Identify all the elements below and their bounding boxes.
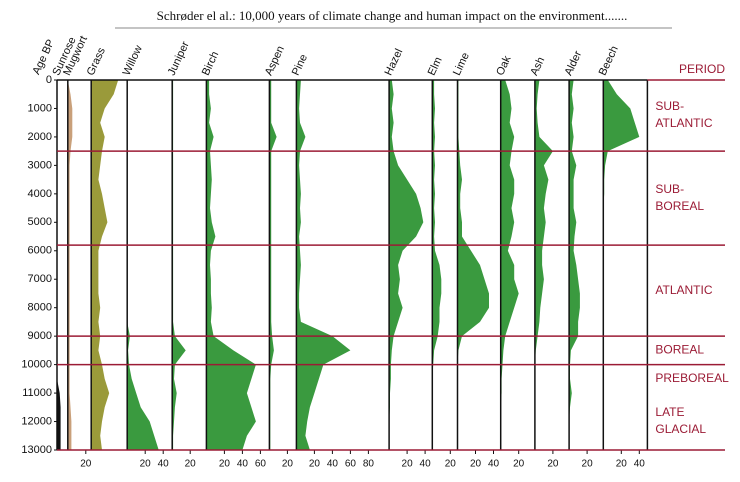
pollen-area bbox=[500, 80, 519, 450]
period-label: GLACIAL bbox=[655, 422, 706, 436]
y-tick-label: 12000 bbox=[21, 415, 52, 427]
y-tick-label: 2000 bbox=[28, 131, 52, 143]
x-tick-label: 20 bbox=[547, 459, 559, 470]
x-tick-label: 20 bbox=[445, 459, 457, 470]
series-name: Birch bbox=[200, 50, 221, 78]
y-tick-label: 3000 bbox=[28, 159, 52, 171]
x-tick-label: 20 bbox=[309, 459, 321, 470]
series-name: Elm bbox=[426, 55, 445, 77]
x-tick-label: 40 bbox=[158, 459, 170, 470]
x-tick-label: 20 bbox=[513, 459, 525, 470]
series-name: Alder bbox=[563, 49, 585, 78]
x-tick-label: 20 bbox=[282, 459, 294, 470]
y-tick-label: 10000 bbox=[21, 359, 52, 371]
pollen-area bbox=[432, 80, 442, 450]
series-name: Willow bbox=[121, 44, 145, 78]
y-tick-label: 13000 bbox=[21, 444, 52, 456]
pollen-area bbox=[172, 80, 186, 450]
y-tick-label: 9000 bbox=[28, 330, 52, 342]
y-tick-label: 6000 bbox=[28, 245, 52, 257]
pollen-area bbox=[127, 80, 159, 450]
y-tick-label: 0 bbox=[46, 74, 52, 86]
y-tick-label: 4000 bbox=[28, 188, 52, 200]
x-tick-label: 80 bbox=[363, 459, 375, 470]
period-label: BOREAL bbox=[655, 343, 704, 357]
period-label: ATLANTIC bbox=[655, 116, 712, 130]
x-tick-label: 20 bbox=[219, 459, 231, 470]
pollen-area bbox=[296, 80, 351, 450]
pollen-area bbox=[67, 80, 73, 450]
y-tick-label: 7000 bbox=[28, 273, 52, 285]
x-tick-label: 40 bbox=[634, 459, 646, 470]
pollen-area bbox=[389, 80, 424, 450]
x-tick-label: 20 bbox=[402, 459, 414, 470]
pollen-area bbox=[269, 80, 277, 450]
period-label: ATLANTIC bbox=[655, 283, 712, 297]
x-tick-label: 20 bbox=[582, 459, 594, 470]
y-tick-label: 5000 bbox=[28, 216, 52, 228]
x-tick-label: 60 bbox=[255, 459, 267, 470]
series-name: Grass bbox=[85, 45, 108, 77]
pollen-area bbox=[569, 80, 580, 450]
period-header: PERIOD bbox=[679, 62, 725, 76]
y-tick-label: 8000 bbox=[28, 302, 52, 314]
period-label: BOREAL bbox=[655, 199, 704, 213]
series-name: Aspen bbox=[263, 44, 287, 77]
x-tick-label: 20 bbox=[470, 459, 482, 470]
x-tick-label: 20 bbox=[140, 459, 152, 470]
series-name: Lime bbox=[451, 51, 472, 78]
x-tick-label: 40 bbox=[327, 459, 339, 470]
pollen-area bbox=[457, 80, 489, 450]
chart-title: Schrøder el al.: 10,000 years of climate… bbox=[157, 8, 628, 23]
series-name: Pine bbox=[290, 52, 310, 77]
series-name: Ash bbox=[528, 55, 547, 77]
period-label: PREBOREAL bbox=[655, 371, 729, 385]
series-name: Juniper bbox=[166, 39, 192, 77]
x-tick-label: 40 bbox=[420, 459, 432, 470]
pollen-area bbox=[91, 80, 119, 450]
y-tick-label: 1000 bbox=[28, 102, 52, 114]
y-tick-label: 11000 bbox=[22, 387, 52, 399]
pollen-area bbox=[534, 80, 553, 450]
x-tick-label: 20 bbox=[80, 459, 92, 470]
pollen-area bbox=[603, 80, 640, 450]
series-name: Oak bbox=[494, 54, 514, 78]
x-tick-label: 40 bbox=[237, 459, 249, 470]
series-name: Hazel bbox=[383, 47, 406, 78]
x-tick-label: 60 bbox=[345, 459, 357, 470]
period-label: SUB- bbox=[655, 182, 684, 196]
x-tick-label: 20 bbox=[185, 459, 197, 470]
pollen-area bbox=[206, 80, 256, 450]
period-label: LATE bbox=[655, 405, 684, 419]
x-tick-label: 40 bbox=[488, 459, 500, 470]
period-label: SUB- bbox=[655, 99, 684, 113]
x-tick-label: 20 bbox=[616, 459, 628, 470]
series-name: Beech bbox=[597, 44, 621, 77]
